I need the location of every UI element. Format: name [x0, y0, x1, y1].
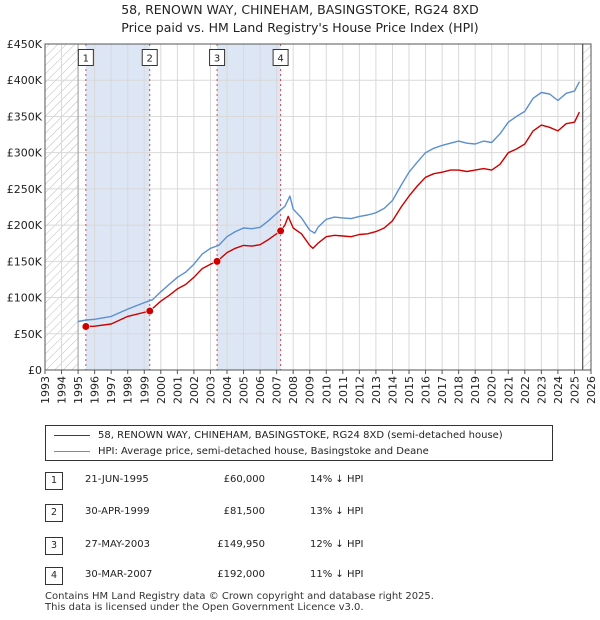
transaction-date: 27-MAY-2003 — [85, 539, 151, 550]
price-chart: 1 2 3 4 £0 £50K £100K £150K £200K £250K £300K £350K… — [7, 38, 598, 404]
y-tick-label: £0 — [28, 364, 42, 377]
transaction-number: 4 — [45, 567, 63, 585]
x-tick-label: 1997 — [105, 376, 118, 404]
hatched-period-2 — [582, 44, 591, 370]
x-tick-label: 2011 — [337, 376, 350, 404]
x-tick-label: 2024 — [552, 376, 565, 404]
x-tick-label: 2004 — [221, 376, 234, 404]
x-tick-label: 1998 — [122, 376, 135, 404]
y-tick-label: £300K — [7, 147, 43, 160]
x-tick-label: 2025 — [568, 376, 581, 404]
transaction-price: £149,950 — [217, 539, 265, 550]
legend-swatch-hpi — [54, 450, 90, 452]
x-tick-label: 2015 — [403, 376, 416, 404]
x-tick-label: 2018 — [453, 376, 466, 404]
sale-point-1 — [81, 322, 90, 331]
x-tick-label: 2001 — [171, 376, 184, 404]
table-row: 2 30-APR-1999 £81,500 13% ↓ HPI — [45, 504, 565, 524]
y-tick-label: £400K — [7, 74, 43, 87]
transaction-price: £192,000 — [217, 569, 265, 580]
sale-point-3 — [212, 257, 222, 266]
x-tick-label: 1996 — [89, 376, 102, 404]
sale-label-box-2 — [141, 48, 158, 66]
x-tick-label: 2007 — [271, 376, 284, 404]
y-tick-label: £250K — [7, 183, 43, 196]
x-tick-label: 2022 — [519, 376, 532, 404]
transaction-hpi: 13% ↓ HPI — [310, 506, 364, 517]
x-tick-label: 2012 — [353, 376, 366, 404]
transaction-price: £60,000 — [223, 474, 265, 485]
plot-border — [44, 43, 592, 371]
x-tick-label: 2019 — [469, 376, 482, 404]
legend-item-property: 58, RENOWN WAY, CHINEHAM, BASINGSTOKE, R… — [54, 427, 503, 443]
title-line-2: Price paid vs. HM Land Registry's House … — [121, 20, 479, 35]
table-row: 3 27-MAY-2003 £149,950 12% ↓ HPI — [45, 537, 565, 557]
x-tick-label: 2008 — [287, 376, 300, 404]
chart-title: 58, RENOWN WAY, CHINEHAM, BASINGSTOKE, R… — [0, 1, 600, 37]
transaction-number: 3 — [45, 537, 63, 555]
table-row: 1 21-JUN-1995 £60,000 14% ↓ HPI — [45, 472, 565, 492]
x-tick-label: 2005 — [238, 376, 251, 404]
sale-label-box-4 — [272, 48, 289, 66]
transaction-hpi: 12% ↓ HPI — [310, 539, 364, 550]
title-line-1: 58, RENOWN WAY, CHINEHAM, BASINGSTOKE, R… — [121, 2, 479, 17]
x-tick-label: 1995 — [72, 376, 85, 404]
sale-label-box-3 — [209, 48, 226, 66]
transaction-date: 21-JUN-1995 — [85, 474, 149, 485]
x-tick-label: 2017 — [436, 376, 449, 404]
x-tick-label: 2002 — [188, 376, 201, 404]
x-tick-label: 2021 — [502, 376, 515, 404]
x-tick-label: 2013 — [370, 376, 383, 404]
series-line-hpi — [77, 81, 581, 323]
legend-label-hpi: HPI: Average price, semi-detached house,… — [98, 445, 429, 457]
x-tick-label: 1994 — [56, 376, 69, 404]
sale-point-4 — [276, 226, 285, 236]
x-tick-label: 1999 — [138, 376, 151, 404]
y-tick-label: £200K — [7, 219, 43, 232]
sale-label-box-1 — [77, 48, 94, 66]
x-tick-label: 2010 — [320, 376, 333, 404]
x-tick-label: 2020 — [486, 376, 499, 404]
transaction-date: 30-MAR-2007 — [85, 569, 153, 580]
x-tick-label: 2009 — [304, 376, 317, 404]
x-tick-label: 2006 — [254, 376, 267, 404]
transaction-hpi: 14% ↓ HPI — [310, 474, 364, 485]
transaction-date: 30-APR-1999 — [85, 506, 150, 517]
y-tick-label: £100K — [7, 292, 43, 305]
shaded-period-2 — [217, 44, 281, 370]
legend: 58, RENOWN WAY, CHINEHAM, BASINGSTOKE, R… — [45, 425, 553, 461]
x-tick-label: 2023 — [535, 376, 548, 404]
x-tick-label: 2014 — [386, 376, 399, 404]
x-tick-label: 2000 — [155, 376, 168, 404]
transaction-hpi: 11% ↓ HPI — [310, 569, 364, 580]
x-tick-label: 1993 — [39, 376, 52, 404]
legend-item-hpi: HPI: Average price, semi-detached house,… — [54, 443, 429, 459]
table-row: 4 30-MAR-2007 £192,000 11% ↓ HPI — [45, 567, 565, 587]
legend-label-property: 58, RENOWN WAY, CHINEHAM, BASINGSTOKE, R… — [98, 429, 503, 441]
footer-line-1: Contains HM Land Registry data © Crown c… — [45, 591, 434, 602]
sale-label-2: 2 — [147, 53, 153, 64]
transaction-number: 2 — [45, 504, 63, 522]
legend-swatch-property — [54, 434, 90, 436]
shaded-period-1 — [85, 44, 150, 370]
transaction-price: £81,500 — [223, 506, 265, 517]
x-tick-label: 2026 — [585, 376, 598, 404]
x-tick-label: 2016 — [420, 376, 433, 404]
y-tick-label: £450K — [7, 38, 43, 51]
transaction-number: 1 — [45, 472, 63, 490]
y-tick-label: £350K — [7, 110, 43, 123]
sale-label-4: 4 — [277, 53, 283, 64]
y-tick-label: £150K — [7, 255, 43, 268]
x-tick-label: 2003 — [204, 376, 217, 404]
sale-label-3: 3 — [214, 53, 220, 64]
sale-label-1: 1 — [83, 53, 89, 64]
sale-point-2 — [145, 306, 154, 316]
footer-line-2: This data is licensed under the Open Gov… — [45, 602, 364, 613]
y-tick-label: £50K — [14, 328, 43, 341]
footer: Contains HM Land Registry data © Crown c… — [45, 591, 434, 613]
series-line-property — [85, 111, 581, 328]
